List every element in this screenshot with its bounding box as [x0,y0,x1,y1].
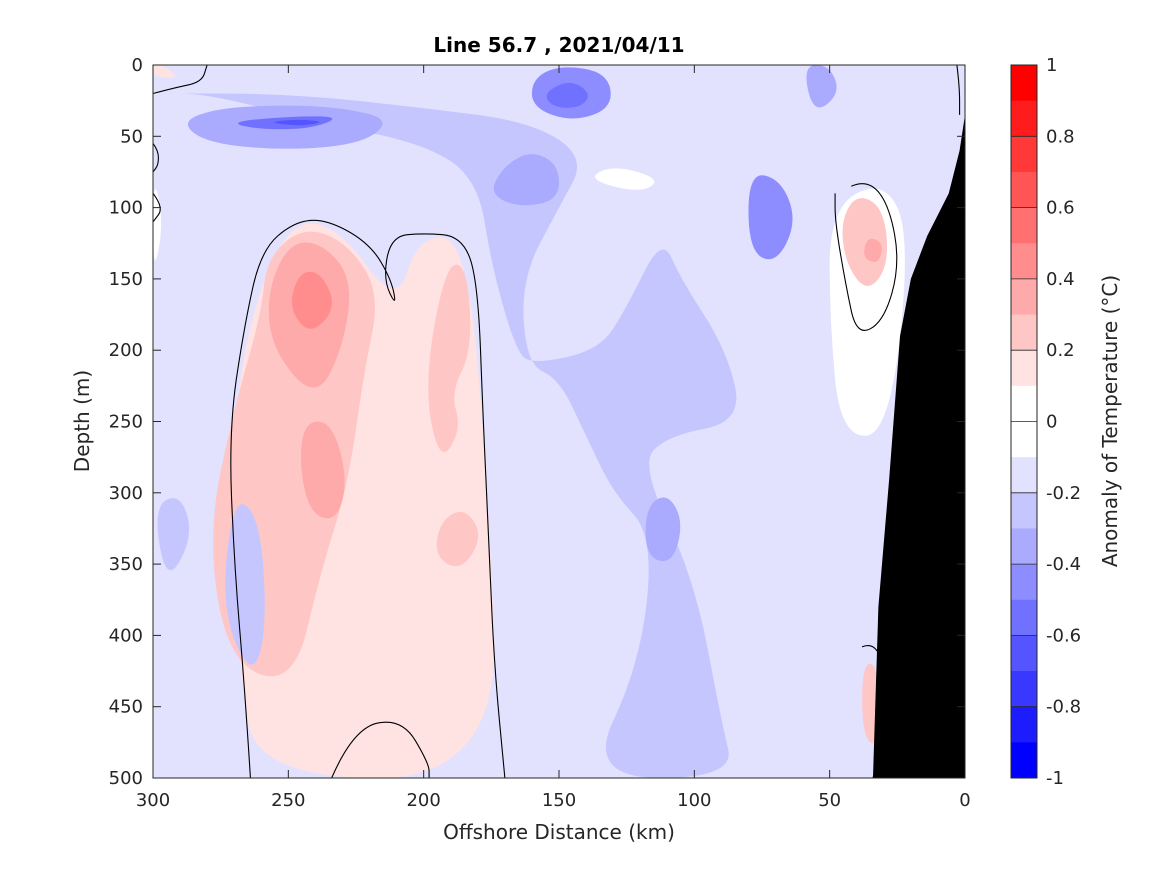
colorbar: 1 0.8 0.6 0.4 0.2 0 -0.2 -0.4 -0.6 -0.8 -1 [1010,55,1081,789]
anomaly-region-cool-25 [225,504,265,665]
colorbar-segment [1011,635,1037,672]
colorbar-tick-label: 0.2 [1046,340,1075,361]
x-tick-label: 150 [542,790,576,811]
anomaly-region-warm-11 [862,663,879,744]
anomaly-region-cool-24 [274,119,320,126]
anomaly-region-warm-3 [428,264,471,453]
colorbar-segment [1011,207,1037,244]
colorbar-segment [1011,599,1037,636]
colorbar-tick-label: -0.6 [1046,625,1081,646]
zero-contour-line-0 [230,219,506,778]
colorbar-segment [1011,171,1037,209]
x-tick-label: 100 [677,790,711,811]
anomaly-region-warm-4 [436,511,479,567]
x-tick-label: 200 [406,790,440,811]
anomaly-region-neutral-12 [153,188,162,261]
colorbar-segment [1011,564,1037,601]
anomaly-region-cool-15 [172,93,737,778]
anomaly-region-cool-17 [493,154,559,206]
colorbar-frame [1010,64,1038,779]
colorbar-tick-label: 0.8 [1046,126,1075,147]
anomaly-region-cool-20 [806,65,837,108]
colorbar-tick-label: -0.2 [1046,483,1081,504]
anomaly-region-warm-8 [842,198,888,287]
colorbar-tick-label: 0.4 [1046,269,1075,290]
colorbar-segment [1011,742,1037,779]
x-tick-label: 250 [271,790,305,811]
x-tick-label: 300 [136,790,170,811]
colorbar-tick-label: 0 [1046,412,1057,433]
y-tick-label: 100 [109,198,143,219]
y-tick-label: 350 [109,554,143,575]
anomaly-region-cool-26 [157,498,190,571]
x-axis: 300 250 200 150 100 50 0 [136,65,971,811]
colorbar-segment [1011,278,1037,316]
colorbar-tick-label: -1 [1046,768,1064,789]
colorbar-segment [1011,385,1037,422]
zero-contour-line-2 [834,183,898,331]
y-tick-label: 500 [109,768,143,789]
y-tick-label: 50 [120,126,143,147]
y-tick-label: 0 [132,55,143,76]
colorbar-segment [1011,457,1037,494]
anomaly-region-warm-1 [344,722,419,778]
x-tick-label: 0 [959,790,970,811]
anomaly-region-neutral-13 [595,168,655,190]
colorbar-segment [1011,136,1037,173]
y-tick-label: 300 [109,483,143,504]
colorbar-segment [1011,100,1037,137]
colorbar-segment [1011,528,1037,565]
y-tick-label: 200 [109,340,143,361]
y-tick-label: 250 [109,412,143,433]
colorbar-segment [1011,671,1037,708]
zero-contour-line-4 [153,65,208,95]
y-tick-label: 450 [109,697,143,718]
colorbar-tick-label: 0.6 [1046,198,1075,219]
anomaly-region-warm-9 [864,238,882,262]
zero-contour-line-7 [153,193,161,223]
colorbar-tick-label: -0.8 [1046,697,1081,718]
colorbar-label: Anomaly of Temperature (°C) [1098,275,1122,567]
colorbar-segment [1011,314,1037,351]
y-tick-label: 400 [109,625,143,646]
x-axis-label: Offshore Distance (km) [443,820,675,844]
anomaly-region-warm-6 [300,421,345,519]
colorbar-segment [1011,706,1037,743]
y-axis: 0 50 100 150 200 250 300 350 400 450 500 [109,55,965,789]
colorbar-segment [1011,492,1037,529]
zero-contour-line-5 [956,65,961,115]
zero-contour-line-6 [153,143,159,173]
anomaly-region-warm-7 [291,271,332,329]
colorbar-segment [1011,421,1037,458]
x-tick-label: 50 [818,790,841,811]
y-axis-label: Depth (m) [70,370,94,472]
anomaly-region-warm-10 [153,65,175,79]
colorbar-segment [1011,243,1037,280]
colorbar-tick-label: 1 [1046,55,1057,76]
colorbar-segment [1011,350,1037,387]
anomaly-region-cool-23 [546,82,588,108]
y-tick-label: 150 [109,269,143,290]
zero-contour-line-1 [331,721,430,778]
colorbar-tick-label: -0.4 [1046,554,1081,575]
chart-title: Line 56.7 , 2021/04/11 [433,33,684,57]
colorbar-segment [1011,65,1037,102]
contour-plot-area [152,64,966,779]
anomaly-region-cool-21 [645,497,681,562]
bathymetry-seafloor [872,114,965,778]
anomaly-region-cool-19 [748,175,793,260]
